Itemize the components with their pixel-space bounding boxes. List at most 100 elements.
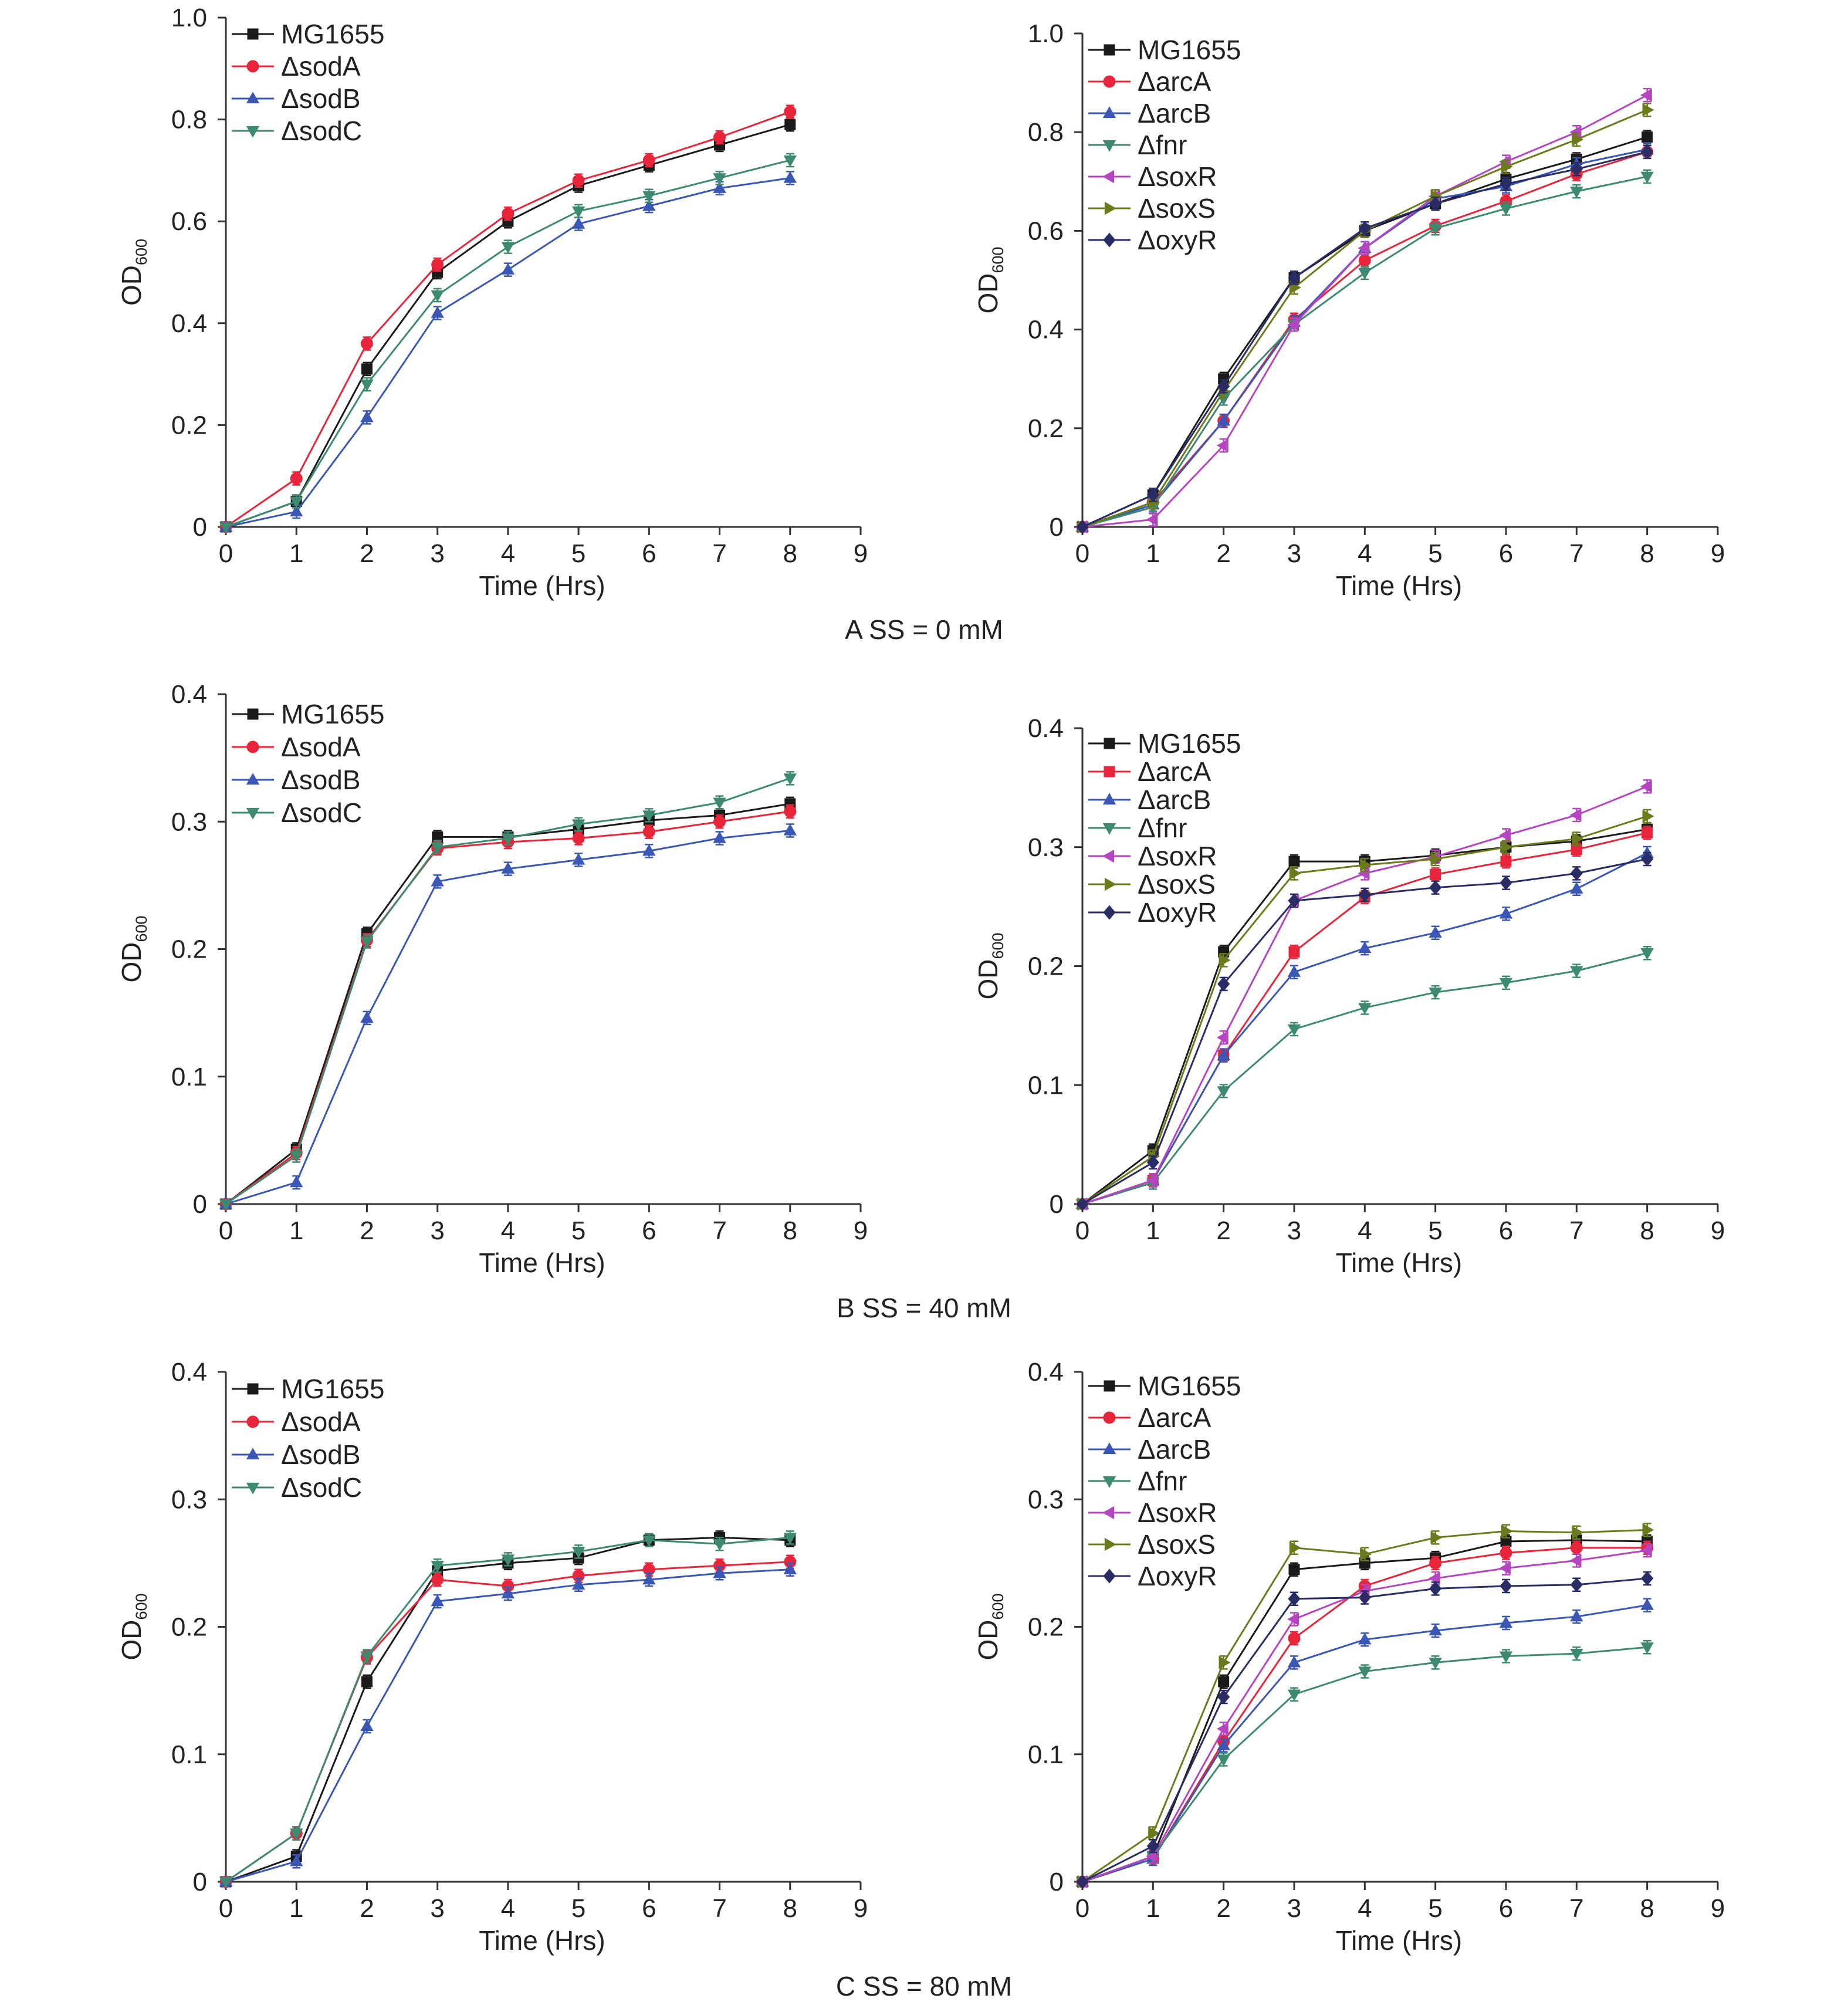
data-point <box>1358 268 1372 280</box>
legend-marker <box>1102 140 1116 152</box>
x-tick-label: 3 <box>430 539 444 568</box>
x-tick-label: 7 <box>712 539 726 568</box>
legend-label: ΔsodA <box>281 51 361 82</box>
data-point <box>1217 1754 1230 1767</box>
data-point <box>1641 131 1653 143</box>
data-point <box>784 119 796 130</box>
series-1 <box>219 104 797 533</box>
data-point <box>1429 1557 1442 1570</box>
x-tick-label: 3 <box>430 1216 444 1245</box>
data-point <box>571 819 585 831</box>
legend-label: ΔarcA <box>1138 756 1211 787</box>
legend-label: ΔarcA <box>1138 66 1211 97</box>
data-point <box>1570 161 1583 177</box>
legend-label: ΔarcA <box>1138 1402 1211 1433</box>
y-axis-label: OD600 <box>973 1593 1007 1660</box>
chart-c-right: 0 1 2 3 4 5 6 7 8 9 0 0.1 0.2 0.3 0.4 Time (Hrs) OD600 MG… <box>973 1358 1725 1956</box>
chart-c-left: 0 1 2 3 4 5 6 7 8 9 0 0.1 0.2 0.3 0.4 Time (Hrs) OD600 MG… <box>116 1358 868 1956</box>
data-point <box>1289 867 1301 880</box>
series-1 <box>219 1554 797 1888</box>
x-tick-label: 0 <box>219 1894 233 1923</box>
data-point <box>360 379 374 391</box>
series-line <box>225 111 791 528</box>
y-tick-label: 0 <box>1050 1868 1064 1896</box>
data-point <box>360 337 373 350</box>
data-point <box>1570 1541 1583 1554</box>
legend-label: ΔsodC <box>281 797 362 828</box>
data-point <box>290 1175 303 1188</box>
y-tick-label: 0 <box>193 1190 207 1219</box>
y-tick-label: 0 <box>1050 1190 1064 1219</box>
series-5 <box>1077 1523 1654 1889</box>
legend-label: MG1655 <box>281 699 384 729</box>
data-point <box>642 1535 656 1547</box>
y-tick-label: 0.6 <box>171 207 207 236</box>
x-tick-label: 1 <box>1146 539 1160 568</box>
legend-marker <box>246 1415 259 1428</box>
legend-label: Δfnr <box>1138 813 1187 843</box>
legend-marker <box>247 708 259 720</box>
y-tick-label: 0.2 <box>1028 952 1064 981</box>
data-point <box>1288 1591 1301 1607</box>
y-tick-label: 0.2 <box>1028 1613 1064 1642</box>
data-point <box>1360 858 1372 872</box>
x-tick-label: 5 <box>1428 1894 1442 1923</box>
y-axis-label-main: OD <box>973 1620 1003 1661</box>
data-point <box>1641 144 1654 160</box>
x-tick-label: 2 <box>1216 1894 1230 1923</box>
data-point <box>1289 1541 1301 1555</box>
x-tick-label: 7 <box>712 1216 726 1245</box>
x-tick-label: 2 <box>360 1894 374 1923</box>
legend-label: Δfnr <box>1138 1466 1187 1496</box>
legend-marker <box>1104 1380 1115 1392</box>
svg-text:OD600: OD600 <box>973 1593 1007 1660</box>
x-tick-label: 1 <box>1146 1216 1160 1245</box>
data-point <box>1429 196 1442 211</box>
data-point <box>1146 1838 1159 1854</box>
legend-label: MG1655 <box>1138 728 1241 759</box>
legend-label: ΔarcB <box>1138 785 1211 815</box>
y-tick-label: 0.3 <box>171 1485 207 1514</box>
chart-a-right: 0 1 2 3 4 5 6 7 8 9 0 0.2 0.4 0.6 0.8 1.0 Time (Hrs) OD60… <box>973 19 1725 601</box>
data-point <box>431 842 444 854</box>
caption-panel-b: B SS = 40 mM <box>837 1293 1011 1323</box>
legend-marker <box>1104 766 1115 777</box>
series-3 <box>1075 945 1654 1211</box>
data-point <box>1219 954 1231 967</box>
data-point <box>360 410 374 422</box>
data-point <box>1430 852 1443 866</box>
data-point <box>1358 221 1371 236</box>
legend-label: ΔsodA <box>281 732 361 762</box>
y-tick-label: 0.8 <box>171 106 207 134</box>
data-point <box>783 1533 797 1545</box>
x-tick-label: 9 <box>854 539 868 568</box>
data-point <box>1569 1554 1582 1567</box>
x-tick-label: 0 <box>1075 539 1089 568</box>
data-point <box>1287 965 1301 977</box>
legend-marker <box>1104 1537 1116 1551</box>
data-point <box>1358 867 1370 880</box>
data-point <box>1499 204 1513 216</box>
data-point <box>1287 1024 1301 1036</box>
data-point <box>1430 868 1441 880</box>
data-point <box>431 1561 444 1573</box>
x-tick-label: 6 <box>1499 1894 1513 1923</box>
data-point <box>1499 978 1513 990</box>
data-point <box>219 1199 233 1211</box>
data-point <box>571 1547 585 1559</box>
y-axis-label-subscript: 600 <box>133 1593 150 1619</box>
x-tick-label: 8 <box>1640 1216 1654 1245</box>
data-point <box>1429 1658 1442 1670</box>
data-point <box>501 1587 515 1599</box>
data-point <box>1570 186 1583 198</box>
data-point <box>1218 1676 1230 1688</box>
series-6 <box>1076 851 1654 1212</box>
legend-label: ΔsodA <box>281 1406 361 1437</box>
y-tick-label: 0.4 <box>1028 1358 1064 1387</box>
data-point <box>713 173 726 185</box>
data-point <box>431 1573 444 1586</box>
y-tick-label: 0.8 <box>1028 118 1064 147</box>
y-tick-label: 0.1 <box>1028 1071 1064 1100</box>
x-tick-label: 5 <box>571 1894 585 1923</box>
